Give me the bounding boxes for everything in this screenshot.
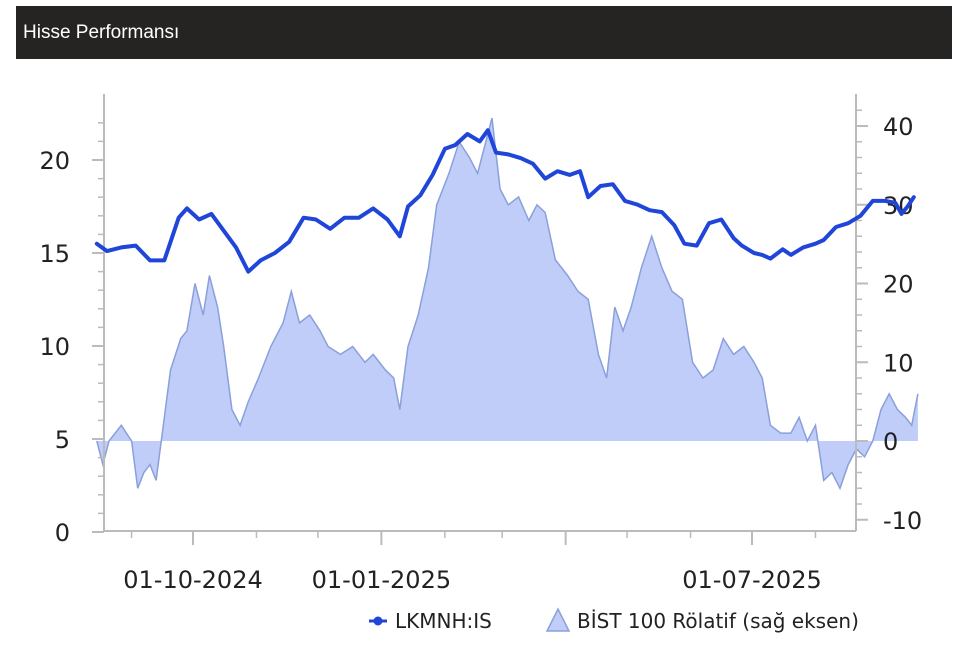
- relative-area-fill: [96, 118, 918, 489]
- left-tick-label: 10: [39, 333, 70, 361]
- legend-area-marker: [545, 607, 571, 632]
- left-tick-label: 15: [39, 240, 70, 268]
- right-tick-label: 20: [883, 271, 914, 299]
- x-tick-label: 01-01-2025: [312, 566, 451, 594]
- right-tick-label: -10: [883, 507, 922, 535]
- area-layer: [96, 117, 919, 491]
- right-tick-label: 0: [883, 428, 898, 456]
- legend-area-label: BİST 100 Rölatif (sağ eksen): [577, 609, 859, 633]
- legend: LKMNH:IS BİST 100 Rölatif (sağ eksen): [369, 607, 859, 633]
- legend-line-label: LKMNH:IS: [395, 609, 492, 633]
- x-tick-label: 01-07-2025: [682, 566, 821, 594]
- chart-header: Hisse Performansı: [16, 6, 952, 59]
- chart-title: Hisse Performansı: [23, 22, 180, 43]
- left-tick-label: 5: [55, 426, 70, 454]
- left-tick-label: 20: [39, 147, 70, 175]
- right-tick-label: 10: [883, 349, 914, 377]
- legend-dot-marker: [373, 616, 383, 626]
- left-tick-label: 0: [55, 519, 70, 547]
- right-tick-label: 40: [883, 113, 914, 141]
- price-line: [94, 128, 916, 274]
- x-tick-label: 01-10-2024: [123, 566, 262, 594]
- relative-area-outline: [96, 117, 919, 491]
- line-layer: [94, 128, 916, 274]
